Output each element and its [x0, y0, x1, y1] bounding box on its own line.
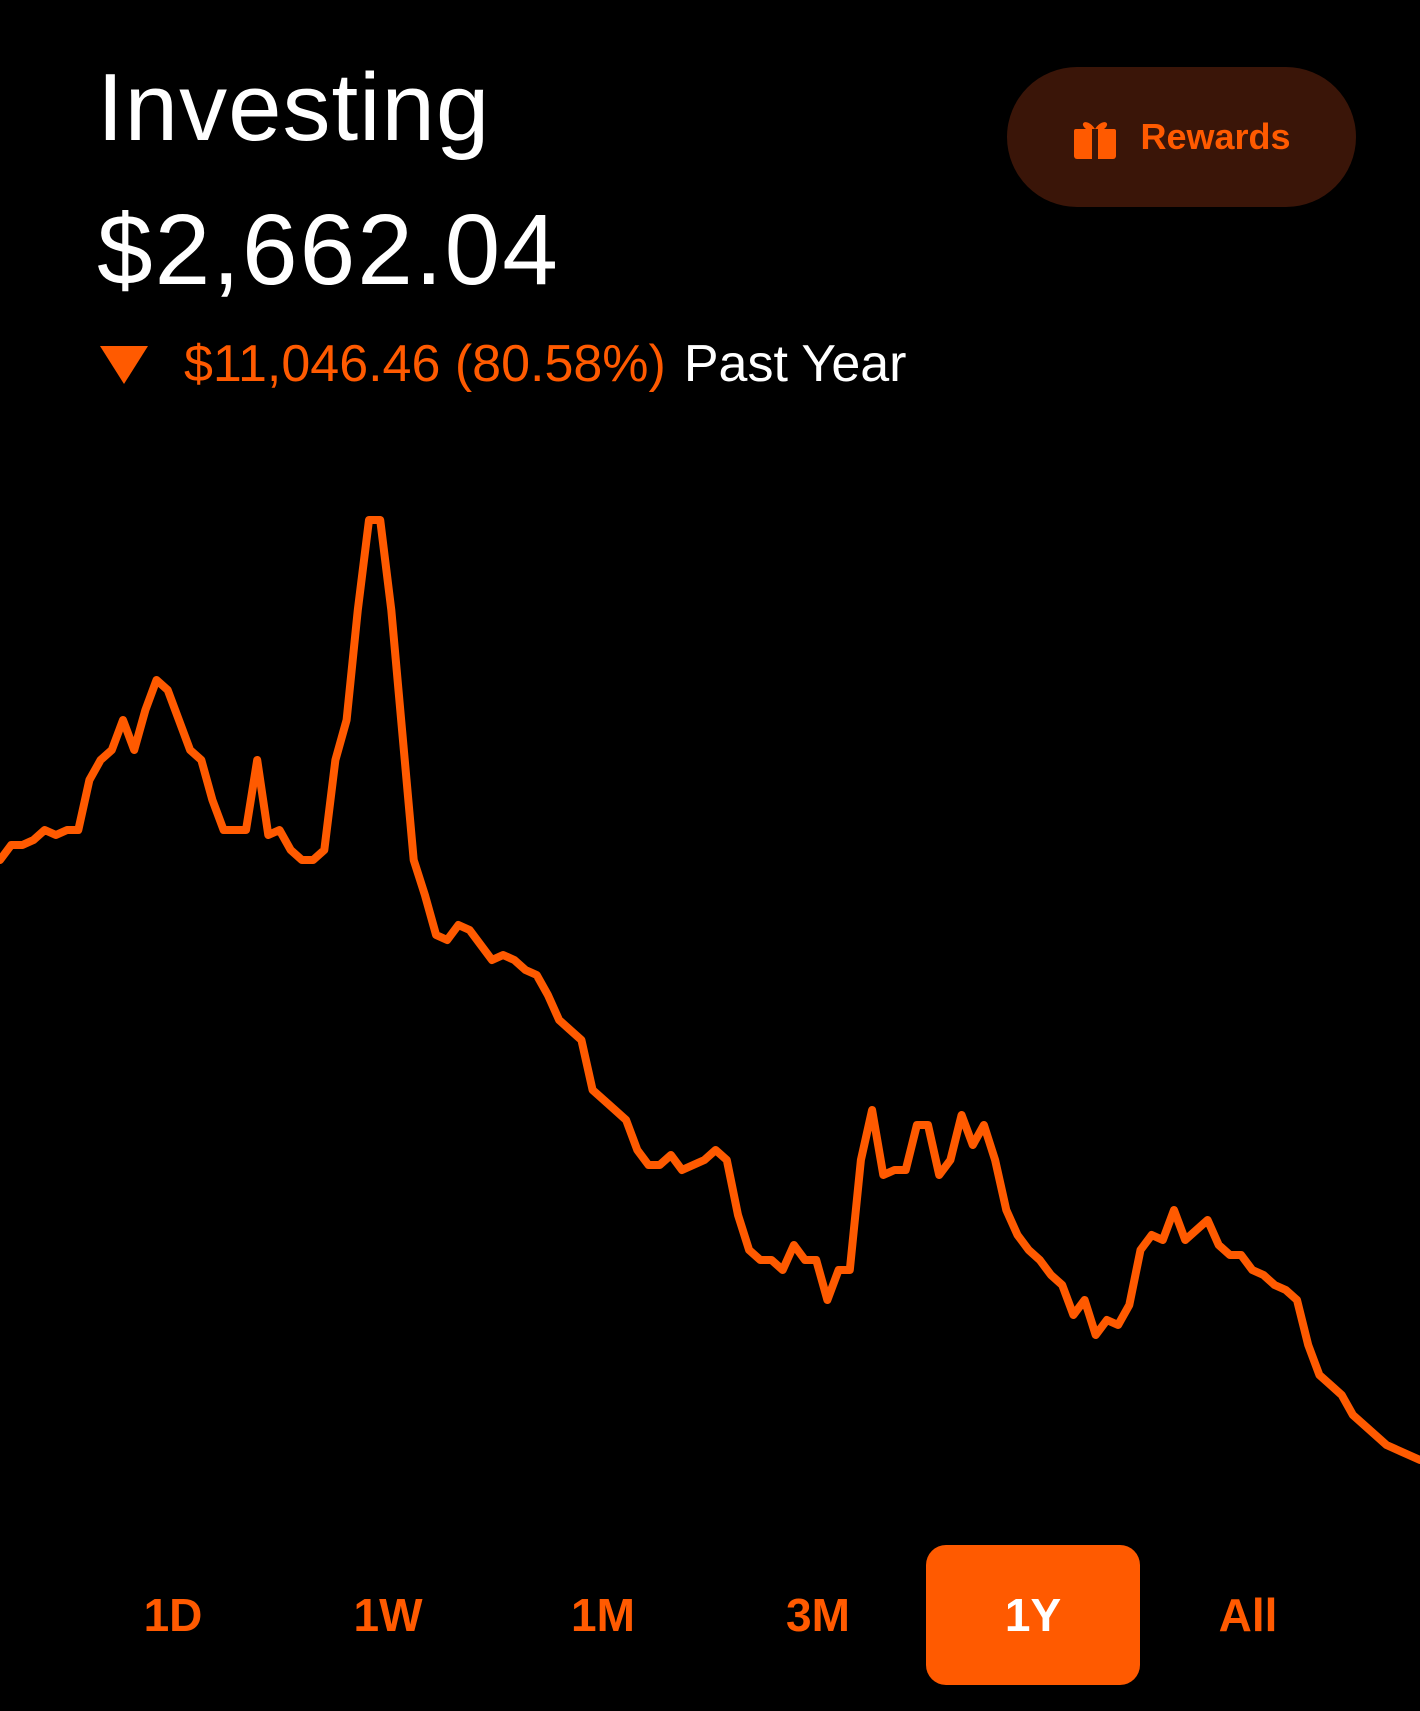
range-tab-1d[interactable]: 1D [66, 1545, 280, 1685]
time-range-tabs: 1D 1W 1M 3M 1Y All [0, 1545, 1420, 1685]
rewards-label: Rewards [1140, 116, 1291, 157]
page-title: Investing [97, 54, 491, 161]
range-tab-1w[interactable]: 1W [281, 1545, 495, 1685]
portfolio-chart[interactable] [0, 480, 1420, 1500]
gift-icon [1074, 122, 1117, 159]
performance-change: $11,046.46 (80.58%) Past Year [100, 338, 906, 390]
range-tab-1m[interactable]: 1M [496, 1545, 710, 1685]
rewards-button[interactable]: Rewards [1007, 67, 1356, 207]
change-period: Past Year [683, 335, 907, 393]
range-tab-1y[interactable]: 1Y [926, 1545, 1140, 1685]
range-tab-all[interactable]: All [1141, 1545, 1355, 1685]
change-amount: $11,046.46 (80.58%) [184, 335, 666, 393]
triangle-down-icon [100, 346, 148, 384]
chart-series-line [0, 516, 1420, 1464]
range-tab-3m[interactable]: 3M [711, 1545, 925, 1685]
portfolio-balance: $2,662.04 [97, 194, 560, 306]
